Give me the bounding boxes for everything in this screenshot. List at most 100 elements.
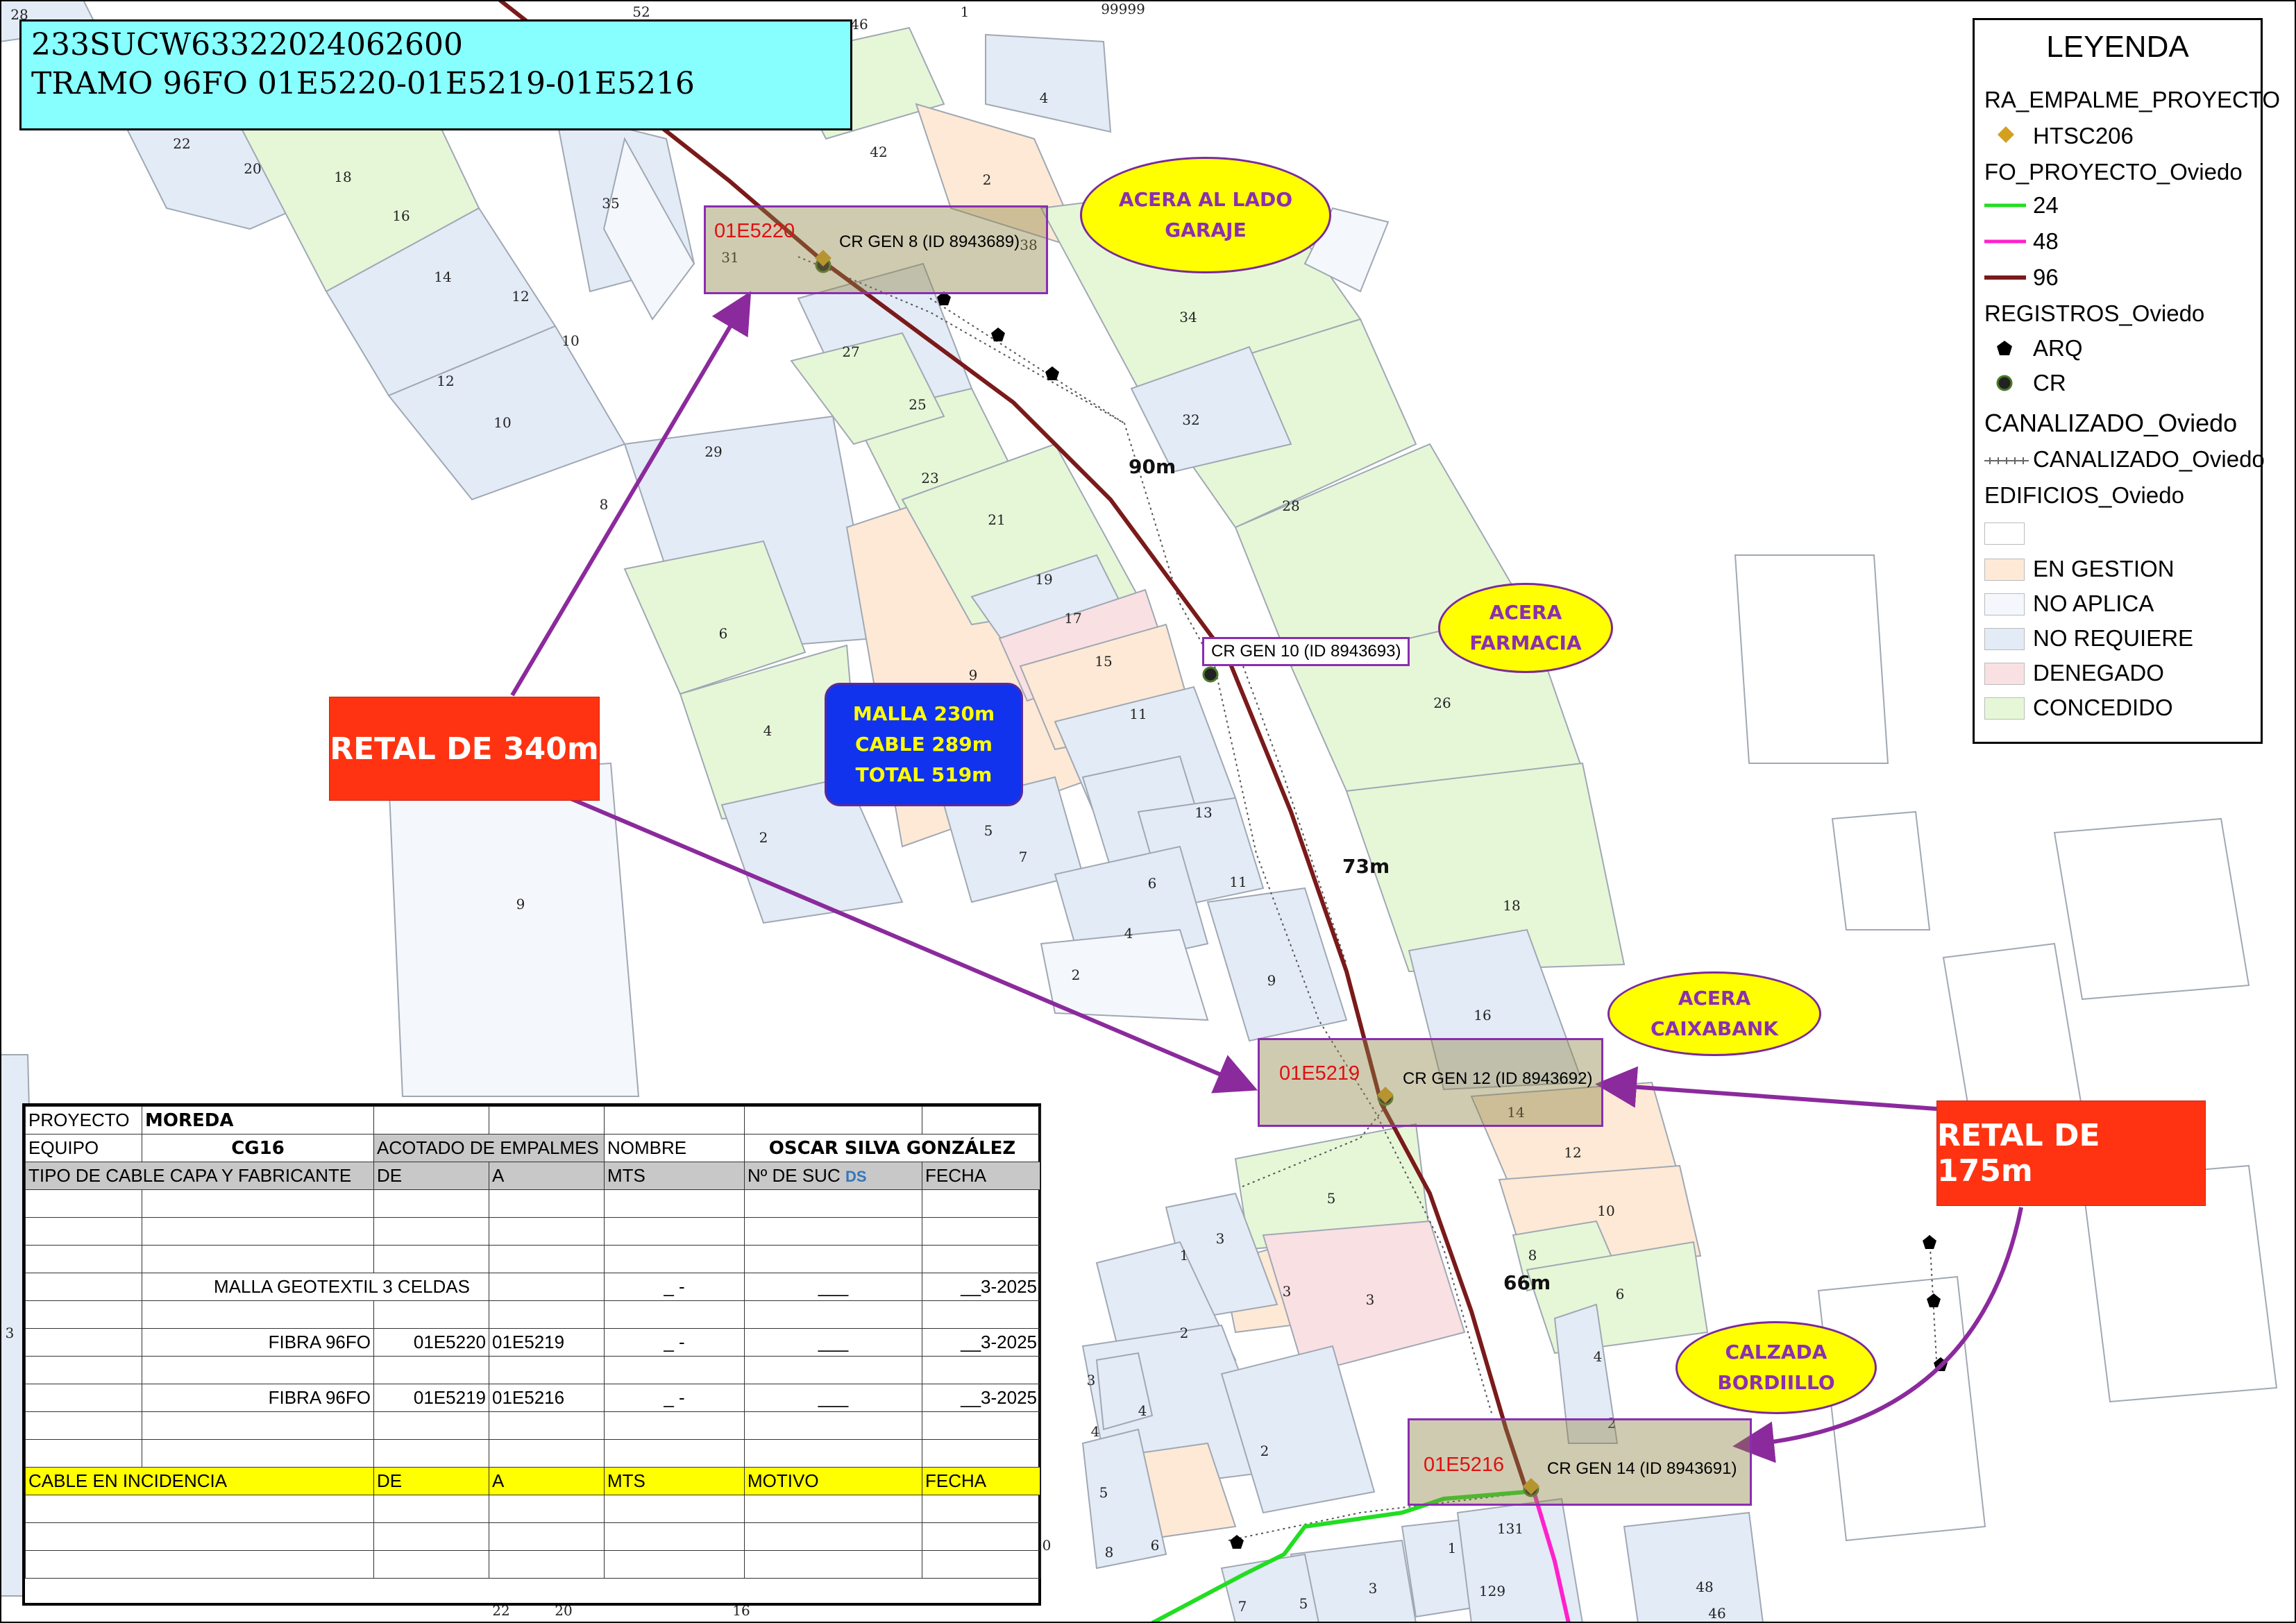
svg-text:46: 46: [1708, 1605, 1725, 1622]
legend-en-gestion: EN GESTION: [2033, 556, 2175, 581]
svg-text:2: 2: [1260, 1443, 1269, 1459]
svg-text:4: 4: [1138, 1402, 1147, 1419]
splice-id: 01E5219: [1279, 1062, 1360, 1085]
splice-label: CR GEN 12 (ID 8943692): [1403, 1069, 1593, 1088]
svg-text:4: 4: [1124, 925, 1133, 942]
svg-text:35: 35: [602, 195, 619, 212]
header-tipo: TIPO DE CABLE CAPA Y FABRICANTE: [25, 1162, 374, 1190]
legend-canal-group: CANALIZADO_Oviedo: [1984, 409, 2238, 437]
callout-arrows: [510, 291, 2023, 1463]
svg-text:1: 1: [1180, 1247, 1189, 1264]
legend-fo-24: 24: [2033, 192, 2059, 218]
legend-panel: LEYENDA RA_EMPALME_PROYECTO HTSC206 FO_P…: [1973, 18, 2280, 744]
swatch-no-requiere: [1984, 628, 2025, 650]
cr-gen-10-label[interactable]: CR GEN 10 (ID 8943693): [1202, 637, 1410, 666]
svg-text:9: 9: [516, 896, 525, 912]
svg-text:5: 5: [1327, 1190, 1336, 1207]
incidencia-header-row: CABLE EN INCIDENCIA DE A MTS MOTIVO FECH…: [25, 1467, 1040, 1495]
svg-text:3: 3: [1087, 1372, 1096, 1388]
legend-registros-group: REGISTROS_Oviedo: [1984, 300, 2205, 326]
header-fecha: FECHA: [922, 1162, 1040, 1190]
swatch-no-aplica: [1984, 593, 2025, 615]
svg-text:15: 15: [1095, 653, 1112, 670]
header-suc: Nº DE SUC DS: [744, 1162, 922, 1190]
svg-text:25: 25: [909, 396, 926, 413]
swatch-concedido: [1984, 697, 2025, 720]
svg-text:4: 4: [1091, 1423, 1100, 1440]
svg-text:8: 8: [1105, 1544, 1114, 1561]
equipo-value: CG16: [142, 1134, 374, 1162]
legend-empalme-item: HTSC206: [2033, 123, 2134, 148]
empalme-markers: [815, 250, 1539, 1495]
retal-340-label: RETAL DE 340m: [329, 697, 600, 801]
svg-text:34: 34: [1179, 309, 1197, 325]
svg-text:18: 18: [1503, 897, 1520, 914]
splice-box-01E5219[interactable]: 01E5219 CR GEN 12 (ID 8943692): [1258, 1038, 1603, 1127]
swatch-denegado: [1984, 663, 2025, 685]
cable-length: CABLE 289m: [855, 733, 993, 756]
legend-fo-48: 48: [2033, 228, 2059, 254]
splice-box-01E5216[interactable]: 01E5216 CR GEN 14 (ID 8943691): [1408, 1418, 1752, 1506]
svg-text:6: 6: [1616, 1286, 1625, 1302]
svg-text:16: 16: [1474, 1007, 1491, 1023]
splice-label: CR GEN 8 (ID 8943689): [839, 232, 1020, 251]
cr-icon: [1996, 375, 2013, 391]
svg-text:3: 3: [6, 1325, 15, 1341]
svg-text:4: 4: [1594, 1348, 1603, 1365]
svg-text:14: 14: [1507, 1104, 1524, 1121]
svg-text:26: 26: [1433, 695, 1451, 711]
svg-text:3: 3: [1283, 1283, 1292, 1300]
malla-length: MALLA 230m: [852, 702, 995, 725]
svg-text:21: 21: [988, 511, 1005, 528]
svg-text:2: 2: [1072, 967, 1081, 983]
svg-text:8: 8: [600, 496, 609, 513]
svg-text:11: 11: [1129, 706, 1147, 722]
svg-text:2: 2: [759, 829, 768, 846]
header-a: A: [489, 1162, 605, 1190]
ds-badge: DS: [845, 1168, 867, 1185]
legend-fo-group: FO_PROYECTO_Oviedo: [1984, 159, 2243, 185]
svg-text:3: 3: [1369, 1580, 1378, 1597]
svg-text:10: 10: [562, 332, 579, 349]
svg-text:9: 9: [1267, 972, 1276, 989]
svg-text:12: 12: [1564, 1144, 1581, 1161]
legend-cr: CR: [2033, 370, 2066, 396]
total-length: TOTAL 519m: [855, 763, 993, 786]
svg-text:14: 14: [434, 269, 451, 285]
line-96-icon: [1984, 275, 2026, 280]
bubble-acera-garaje: ACERA AL LADO GARAJE: [1080, 157, 1331, 273]
svg-text:23: 23: [921, 470, 938, 486]
splice-table: PROYECTO MOREDA EQUIPO CG16 ACOTADO DE E…: [22, 1103, 1041, 1606]
splice-box-01E5220[interactable]: 01E5220 CR GEN 8 (ID 8943689): [704, 205, 1048, 294]
svg-text:38: 38: [1020, 237, 1037, 253]
svg-text:52: 52: [632, 3, 650, 20]
header-mts: MTS: [604, 1162, 745, 1190]
svg-text:13: 13: [1195, 804, 1212, 821]
legend-arq: ARQ: [2033, 335, 2083, 361]
table-row: MALLA GEOTEXTIL 3 CELDAS _ - ___ __3-202…: [25, 1273, 1040, 1301]
project-code: 233SUCW63322024062600: [31, 27, 464, 62]
svg-text:5: 5: [1099, 1484, 1108, 1501]
svg-text:16: 16: [392, 207, 410, 224]
tramo-label: TRAMO 96FO 01E5220-01E5219-01E5216: [31, 66, 695, 101]
svg-text:22: 22: [173, 135, 190, 152]
svg-text:5: 5: [1299, 1595, 1308, 1612]
svg-text:6: 6: [719, 625, 728, 642]
svg-text:17: 17: [1064, 610, 1081, 627]
svg-text:129: 129: [1479, 1583, 1505, 1599]
line-24-icon: [1984, 203, 2026, 207]
splice-id: 01E5216: [1424, 1454, 1505, 1476]
distance-73m: 73m: [1342, 855, 1390, 878]
legend-canal-item: CANALIZADO_Oviedo: [2033, 446, 2265, 472]
svg-text:6: 6: [1148, 875, 1157, 892]
splice-label: CR GEN 14 (ID 8943691): [1547, 1459, 1737, 1478]
svg-text:12: 12: [512, 288, 529, 305]
header-de: DE: [373, 1162, 489, 1190]
proyecto-value: MOREDA: [142, 1106, 374, 1135]
svg-text:48: 48: [1696, 1579, 1713, 1595]
diamond-icon: [1998, 126, 2014, 143]
svg-text:19: 19: [1035, 571, 1052, 588]
proyecto-label: PROYECTO: [25, 1106, 142, 1135]
legend-no-requiere: NO REQUIERE: [2033, 625, 2194, 651]
bubble-acera-caixabank: ACERA CAIXABANK: [1607, 971, 1821, 1056]
